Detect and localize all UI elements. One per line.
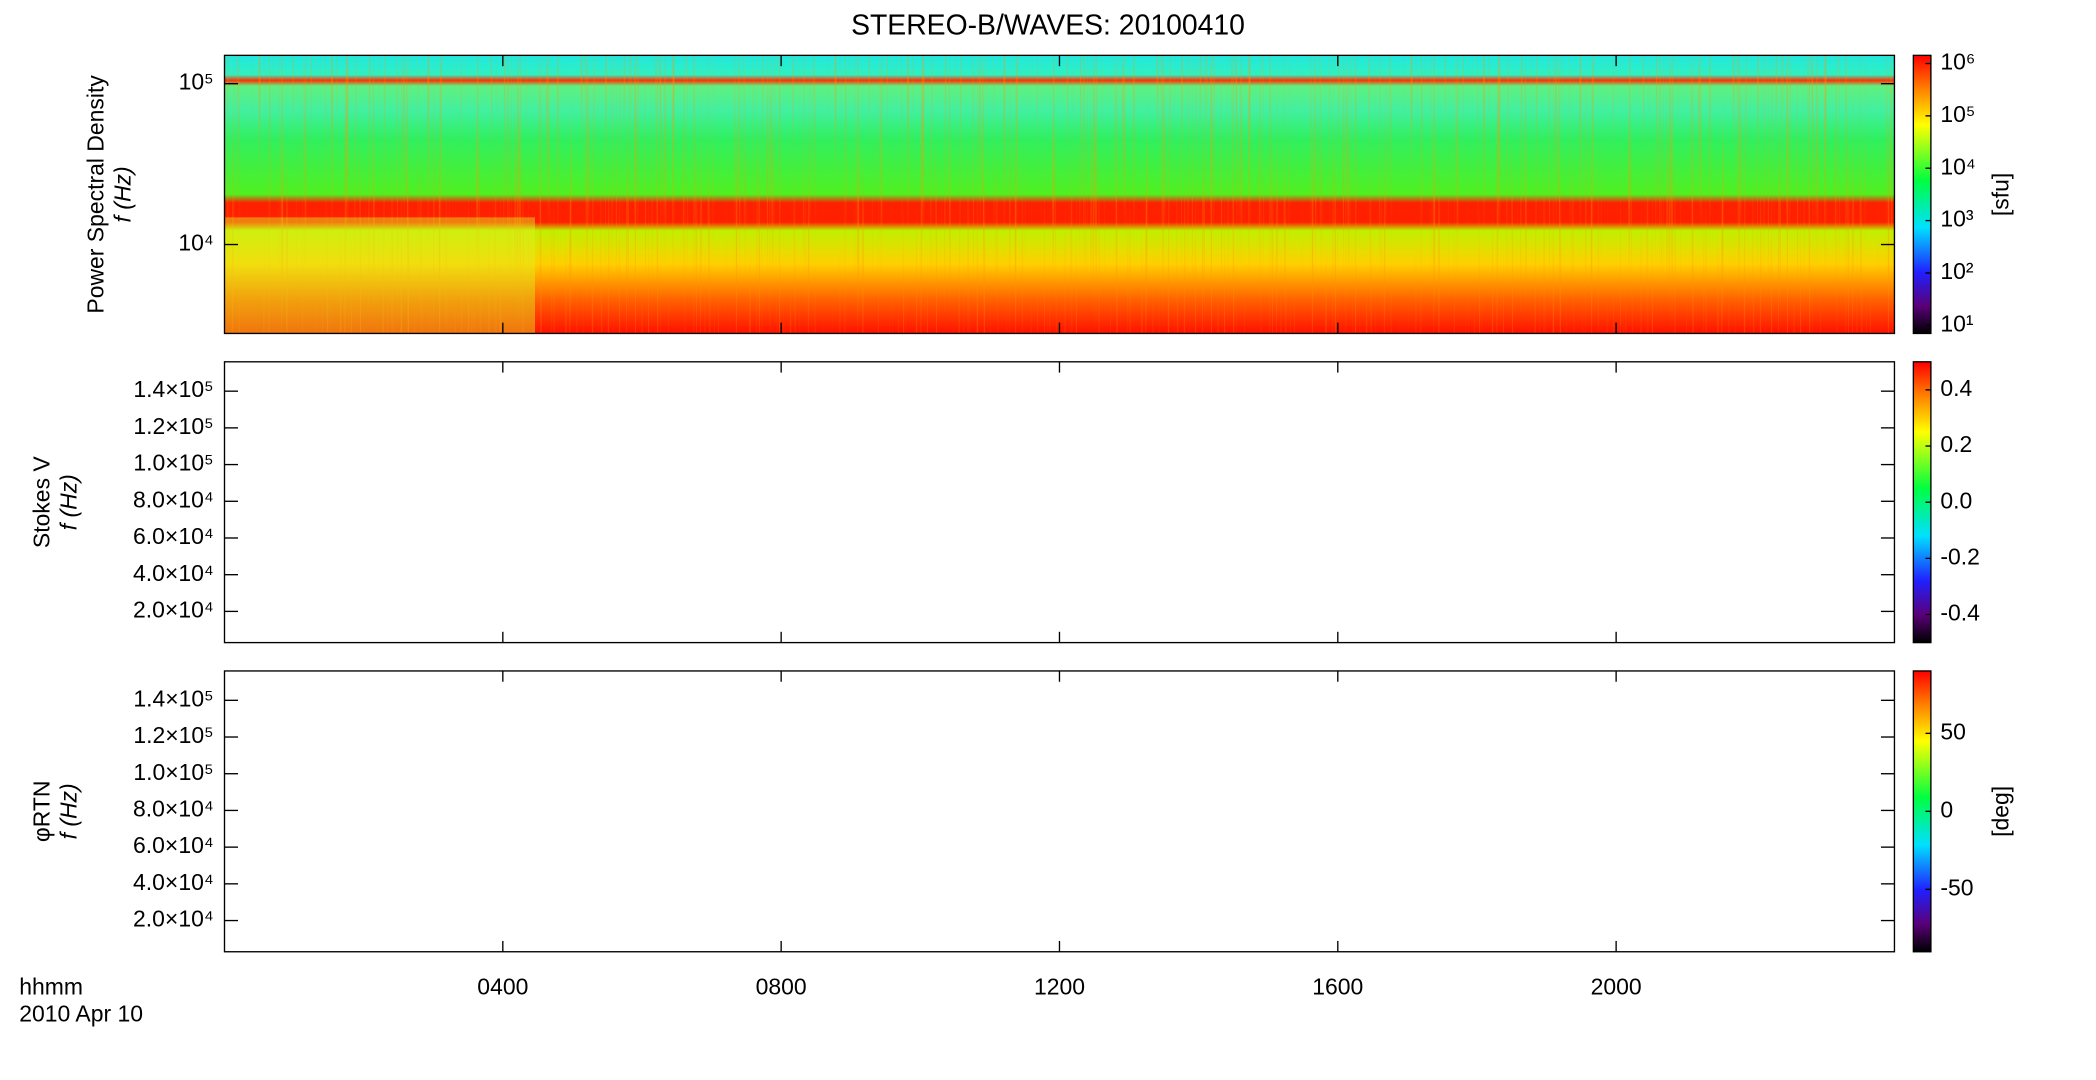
- colorbar-tick-label: 10²: [1940, 258, 1974, 284]
- y-tick-label: 2.0×10⁴: [133, 906, 214, 932]
- colorbar-tick-label: 0: [1940, 796, 1953, 822]
- x-axis-label: 2010 Apr 10: [19, 1000, 143, 1026]
- spectrogram-quiet: [224, 217, 535, 334]
- y-tick-label: 2.0×10⁴: [133, 596, 214, 622]
- colorbar-tick-label: -0.4: [1940, 600, 1980, 626]
- colorbar-tick-label: 10⁶: [1940, 49, 1975, 75]
- colorbar-tick-label: 10¹: [1940, 310, 1974, 336]
- x-tick-label: 2000: [1591, 973, 1642, 999]
- y-axis-label: Power Spectral Density: [83, 75, 109, 314]
- chart-title: STEREO-B/WAVES: 20100410: [851, 9, 1245, 41]
- y-tick-label: 10⁴: [178, 230, 213, 256]
- y-tick-label: 4.0×10⁴: [133, 869, 214, 895]
- y-tick-label: 1.4×10⁵: [133, 685, 213, 711]
- x-tick-label: 1200: [1034, 973, 1085, 999]
- y-axis-label: f (Hz): [110, 166, 136, 222]
- colorbar-label: [sfu]: [1988, 173, 2014, 216]
- spectrogram-streaks: [224, 55, 1895, 334]
- colorbar-tick-label: -50: [1940, 874, 1973, 900]
- colorbar-tick-label: 0.0: [1940, 487, 1972, 513]
- y-tick-label: 1.4×10⁵: [133, 376, 213, 402]
- y-axis-label: φRTN: [29, 781, 55, 843]
- y-tick-label: 8.0×10⁴: [133, 486, 214, 512]
- colorbar: [1912, 54, 1932, 335]
- y-tick-label: 1.0×10⁵: [133, 759, 213, 785]
- y-tick-label: 6.0×10⁴: [133, 523, 214, 549]
- plot-frame: [223, 670, 1896, 953]
- y-tick-label: 4.0×10⁴: [133, 560, 214, 586]
- colorbar-tick-label: 0.2: [1940, 431, 1972, 457]
- x-tick-label: 0800: [756, 973, 807, 999]
- x-tick-label: 1600: [1312, 973, 1363, 999]
- colorbar-tick-label: 50: [1940, 718, 1966, 744]
- y-tick-label: 1.2×10⁵: [133, 413, 213, 439]
- colorbar-label: [deg]: [1988, 786, 2014, 837]
- y-axis-label: f (Hz): [56, 783, 82, 839]
- y-tick-label: 8.0×10⁴: [133, 795, 214, 821]
- x-axis-label: hhmm: [19, 973, 83, 999]
- y-tick-label: 10⁵: [179, 69, 214, 95]
- y-tick-label: 1.2×10⁵: [133, 722, 213, 748]
- y-axis-label: f (Hz): [56, 474, 82, 530]
- colorbar-tick-label: 0.4: [1940, 375, 1972, 401]
- colorbar-tick-label: 10⁵: [1940, 101, 1975, 127]
- colorbar-tick-label: -0.2: [1940, 543, 1980, 569]
- colorbar-tick-label: 10³: [1940, 206, 1974, 232]
- x-tick-label: 0400: [477, 973, 528, 999]
- plot-frame: [223, 361, 1896, 644]
- y-tick-label: 6.0×10⁴: [133, 832, 214, 858]
- y-tick-label: 1.0×10⁵: [133, 450, 213, 476]
- colorbar-tick-label: 10⁴: [1940, 153, 1975, 179]
- y-axis-label: Stokes V: [29, 456, 55, 548]
